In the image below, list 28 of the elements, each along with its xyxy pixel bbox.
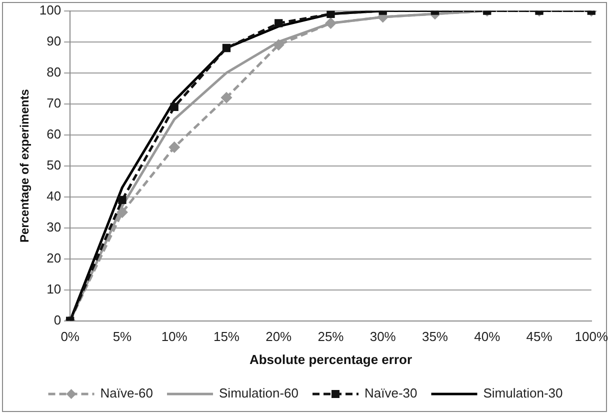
legend-label: Simulation-30 — [483, 386, 563, 401]
x-tick-label: 20% — [266, 329, 292, 344]
y-tick-label: 60 — [46, 126, 62, 142]
legend-label: Naïve-60 — [100, 386, 154, 401]
legend-label: Simulation-60 — [219, 386, 299, 401]
x-tick-label: 100% — [574, 329, 608, 344]
x-tick-label: 5% — [112, 329, 132, 344]
x-tick-label: 30% — [370, 329, 396, 344]
y-axis-title: Percentage of experiments — [18, 88, 32, 243]
x-tick-label: 45% — [526, 329, 553, 344]
legend-label: Naïve-30 — [364, 386, 418, 401]
x-tick-label: 0% — [60, 329, 80, 344]
y-tick-label: 100 — [39, 2, 62, 18]
x-tick-label: 40% — [474, 329, 501, 344]
x-tick-label: 15% — [213, 329, 240, 344]
y-tick-label: 0 — [54, 312, 62, 328]
y-tick-label: 30 — [46, 219, 62, 234]
y-tick-label: 70 — [46, 95, 62, 110]
x-tick-label: 10% — [161, 329, 188, 344]
y-tick-label: 50 — [46, 157, 62, 172]
y-tick-label: 90 — [46, 33, 62, 48]
x-axis-title: Absolute percentage error — [249, 352, 412, 367]
y-tick-label: 20 — [46, 250, 62, 266]
y-tick-label: 10 — [46, 281, 62, 296]
x-tick-label: 25% — [318, 329, 344, 344]
x-tick-label: 35% — [422, 329, 448, 344]
y-tick-label: 40 — [46, 188, 62, 204]
y-tick-label: 80 — [46, 64, 62, 80]
